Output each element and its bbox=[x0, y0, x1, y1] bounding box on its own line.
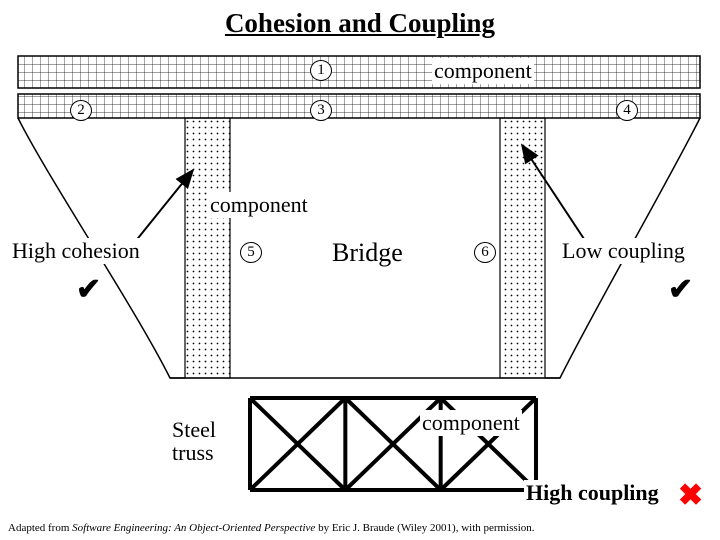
citation-book: Software Engineering: An Object-Oriented… bbox=[72, 522, 315, 534]
check-icon-right: ✔ bbox=[668, 272, 693, 307]
label-high-coupling: High coupling bbox=[524, 480, 661, 506]
label-steel-truss: Steel truss bbox=[170, 418, 218, 464]
label-high-cohesion: High cohesion bbox=[10, 238, 142, 264]
diagram-svg bbox=[0, 0, 720, 540]
citation-suffix: by Eric J. Braude (Wiley 2001), with per… bbox=[315, 522, 534, 534]
label-low-coupling: Low coupling bbox=[560, 238, 687, 264]
marker-3: 3 bbox=[310, 100, 332, 121]
marker-2: 2 bbox=[70, 100, 92, 121]
check-icon-left: ✔ bbox=[76, 272, 101, 307]
marker-1: 1 bbox=[310, 60, 332, 81]
label-component-top: component bbox=[432, 58, 534, 84]
x-icon: ✖ bbox=[678, 478, 703, 513]
citation-prefix: Adapted from bbox=[8, 522, 72, 534]
marker-5: 5 bbox=[240, 242, 262, 263]
marker-4: 4 bbox=[616, 100, 638, 121]
label-bridge: Bridge bbox=[330, 238, 405, 268]
marker-6: 6 bbox=[474, 242, 496, 263]
citation: Adapted from Software Engineering: An Ob… bbox=[8, 522, 535, 534]
label-component-mid: component bbox=[208, 192, 310, 218]
label-component-bottom: component bbox=[420, 410, 522, 436]
